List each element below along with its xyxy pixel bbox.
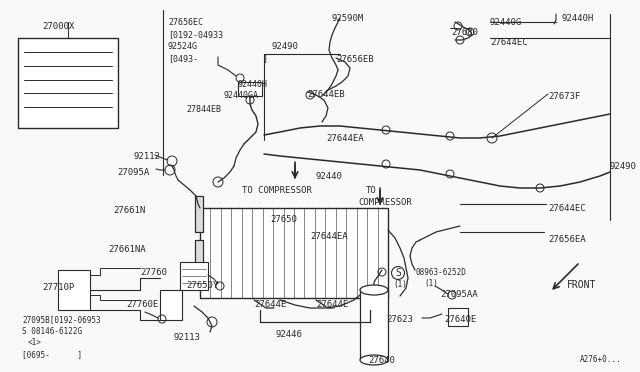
Text: 92490: 92490 <box>610 162 637 171</box>
Text: 27623: 27623 <box>386 315 413 324</box>
Bar <box>195 196 203 232</box>
Bar <box>360 290 388 360</box>
Bar <box>195 240 203 272</box>
Text: 27095B[0192-06953: 27095B[0192-06953 <box>22 315 100 324</box>
Text: (1): (1) <box>393 280 407 289</box>
Text: 92490: 92490 <box>272 42 299 51</box>
Text: 27644EA: 27644EA <box>310 232 348 241</box>
Bar <box>448 308 468 326</box>
Text: 92113: 92113 <box>174 333 201 342</box>
Bar <box>200 208 388 298</box>
Bar <box>18 38 118 128</box>
Text: 27650: 27650 <box>270 215 297 224</box>
Text: 27644E: 27644E <box>316 300 348 309</box>
Text: 92440H: 92440H <box>238 80 268 89</box>
Text: 27680: 27680 <box>451 28 478 37</box>
Text: 27656EB: 27656EB <box>336 55 374 64</box>
Bar <box>195 240 203 272</box>
Text: 27640: 27640 <box>368 356 395 365</box>
Text: 92112: 92112 <box>133 152 160 161</box>
Text: 92524G: 92524G <box>168 42 198 51</box>
Text: 27644EA: 27644EA <box>326 134 364 143</box>
Text: [0695-      ]: [0695- ] <box>22 350 82 359</box>
Text: 27640E: 27640E <box>444 315 476 324</box>
Text: 27644EC: 27644EC <box>548 204 586 213</box>
Bar <box>195 196 203 232</box>
Text: COMPRESSOR: COMPRESSOR <box>358 198 412 207</box>
Bar <box>238 82 262 96</box>
Text: TO: TO <box>366 186 377 195</box>
Text: [0192-04933: [0192-04933 <box>168 30 223 39</box>
Text: 92446: 92446 <box>276 330 303 339</box>
Text: 27000X: 27000X <box>42 22 74 31</box>
Text: 27095AA: 27095AA <box>440 290 477 299</box>
Text: 27760E: 27760E <box>126 300 158 309</box>
Text: 27760: 27760 <box>140 268 167 277</box>
Text: A276+0...: A276+0... <box>580 355 621 364</box>
Text: 27650Y: 27650Y <box>186 281 218 290</box>
Text: 08963-6252D: 08963-6252D <box>416 268 467 277</box>
Text: 27844EB: 27844EB <box>186 105 221 114</box>
Ellipse shape <box>360 355 388 365</box>
Text: 27710P: 27710P <box>42 283 74 292</box>
Text: <1>: <1> <box>28 338 42 347</box>
Text: ]: ] <box>263 54 268 63</box>
Text: 27661N: 27661N <box>113 206 145 215</box>
Text: FRONT: FRONT <box>567 280 596 290</box>
Text: TO COMPRESSOR: TO COMPRESSOR <box>242 186 312 195</box>
Bar <box>180 262 208 290</box>
Text: [0493-: [0493- <box>168 54 198 63</box>
Text: (1): (1) <box>424 279 438 288</box>
Text: S: S <box>395 268 401 278</box>
Text: 27656EC: 27656EC <box>168 18 203 27</box>
Text: 92440: 92440 <box>316 172 343 181</box>
Text: 27644EB: 27644EB <box>307 90 344 99</box>
Text: 92590M: 92590M <box>332 14 364 23</box>
Text: 92440H: 92440H <box>561 14 593 23</box>
Ellipse shape <box>360 285 388 295</box>
Text: 27673F: 27673F <box>548 92 580 101</box>
Bar <box>160 290 182 320</box>
Bar <box>58 270 90 310</box>
Text: 27095A: 27095A <box>117 168 149 177</box>
Text: 27644E: 27644E <box>254 300 286 309</box>
Text: 27656EA: 27656EA <box>548 235 586 244</box>
Text: 27661NA: 27661NA <box>108 245 146 254</box>
Text: 92440G: 92440G <box>490 18 522 27</box>
Text: 92440GA: 92440GA <box>224 91 259 100</box>
Text: S 08146-6122G: S 08146-6122G <box>22 327 82 336</box>
Text: 27644EC: 27644EC <box>490 38 527 47</box>
